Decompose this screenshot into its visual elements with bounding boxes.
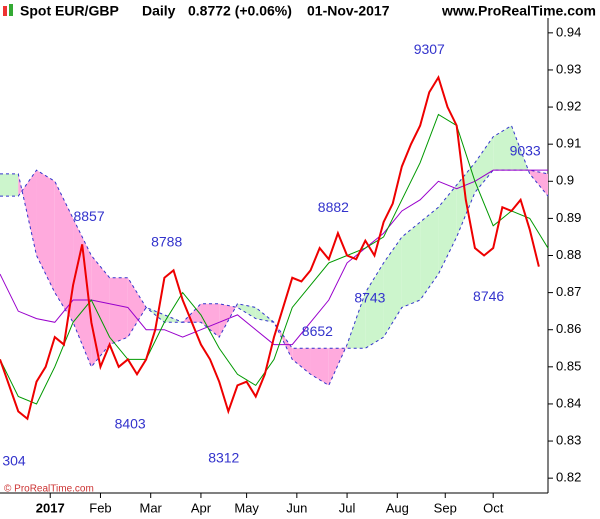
date: 01-Nov-2017	[307, 3, 390, 19]
symbol: Spot EUR/GBP	[20, 3, 119, 19]
x-tick-label: Sep	[434, 500, 457, 515]
cloud-edge	[0, 169, 549, 349]
x-tick-label: Jun	[286, 500, 307, 515]
y-tick-label: 0.89	[556, 210, 581, 225]
cloud	[0, 173, 19, 197]
cloud	[292, 348, 311, 375]
cloud	[438, 184, 457, 275]
y-tick-label: 0.93	[556, 61, 581, 76]
annotation: 8312	[208, 449, 239, 465]
x-tick-label: Jul	[339, 500, 356, 515]
cloud	[310, 348, 329, 386]
y-tick-label: 0.91	[556, 136, 581, 151]
cloud	[200, 303, 220, 338]
cloud	[36, 170, 55, 293]
cloud	[91, 255, 110, 367]
cloud	[54, 181, 74, 323]
cloud	[109, 277, 128, 345]
annotation: 9307	[414, 41, 445, 57]
cloud	[493, 125, 512, 171]
y-tick-label: 0.9	[556, 173, 574, 188]
cloud	[255, 307, 274, 323]
annotation: 8882	[318, 199, 349, 215]
cloud	[127, 277, 147, 338]
annotation: 8857	[73, 208, 104, 224]
annotation: 304	[2, 452, 26, 468]
cloud	[529, 170, 548, 197]
cloud	[274, 322, 293, 360]
y-tick-label: 0.87	[556, 284, 581, 299]
footer: © ProRealTime.com	[4, 484, 94, 495]
cloud	[164, 314, 183, 323]
cloud	[365, 262, 384, 349]
x-tick-label: Mar	[140, 500, 163, 515]
y-tick-label: 0.94	[556, 24, 581, 39]
annotation: 8746	[473, 288, 504, 304]
price: 0.8772 (+0.06%)	[188, 3, 292, 19]
annotation: 8743	[354, 289, 385, 305]
period: Daily	[142, 3, 176, 19]
x-tick-label: 2017	[36, 500, 65, 515]
annotation: 9033	[510, 143, 541, 159]
y-tick-label: 0.83	[556, 432, 581, 447]
y-tick-label: 0.82	[556, 470, 581, 485]
annotation: 8788	[151, 234, 182, 250]
cloud	[237, 303, 256, 319]
cloud	[401, 222, 421, 308]
logo	[3, 4, 13, 16]
y-tick-label: 0.92	[556, 99, 581, 114]
cloud	[383, 236, 402, 338]
cloud	[73, 218, 92, 367]
annotation: 8652	[302, 323, 333, 339]
cloud	[420, 207, 439, 301]
site: www.ProRealTime.com	[441, 3, 596, 19]
y-tick-label: 0.85	[556, 358, 581, 373]
x-tick-label: Feb	[89, 500, 111, 515]
x-tick-label: Aug	[386, 500, 409, 515]
y-tick-label: 0.86	[556, 321, 581, 336]
series-line	[0, 74, 540, 421]
x-tick-label: Oct	[483, 500, 504, 515]
x-tick-label: Apr	[191, 500, 212, 515]
annotation: 8403	[115, 416, 146, 432]
x-tick-label: May	[234, 500, 259, 515]
cloud-edge	[0, 124, 549, 387]
y-tick-label: 0.84	[556, 395, 581, 410]
y-tick-label: 0.88	[556, 247, 581, 262]
